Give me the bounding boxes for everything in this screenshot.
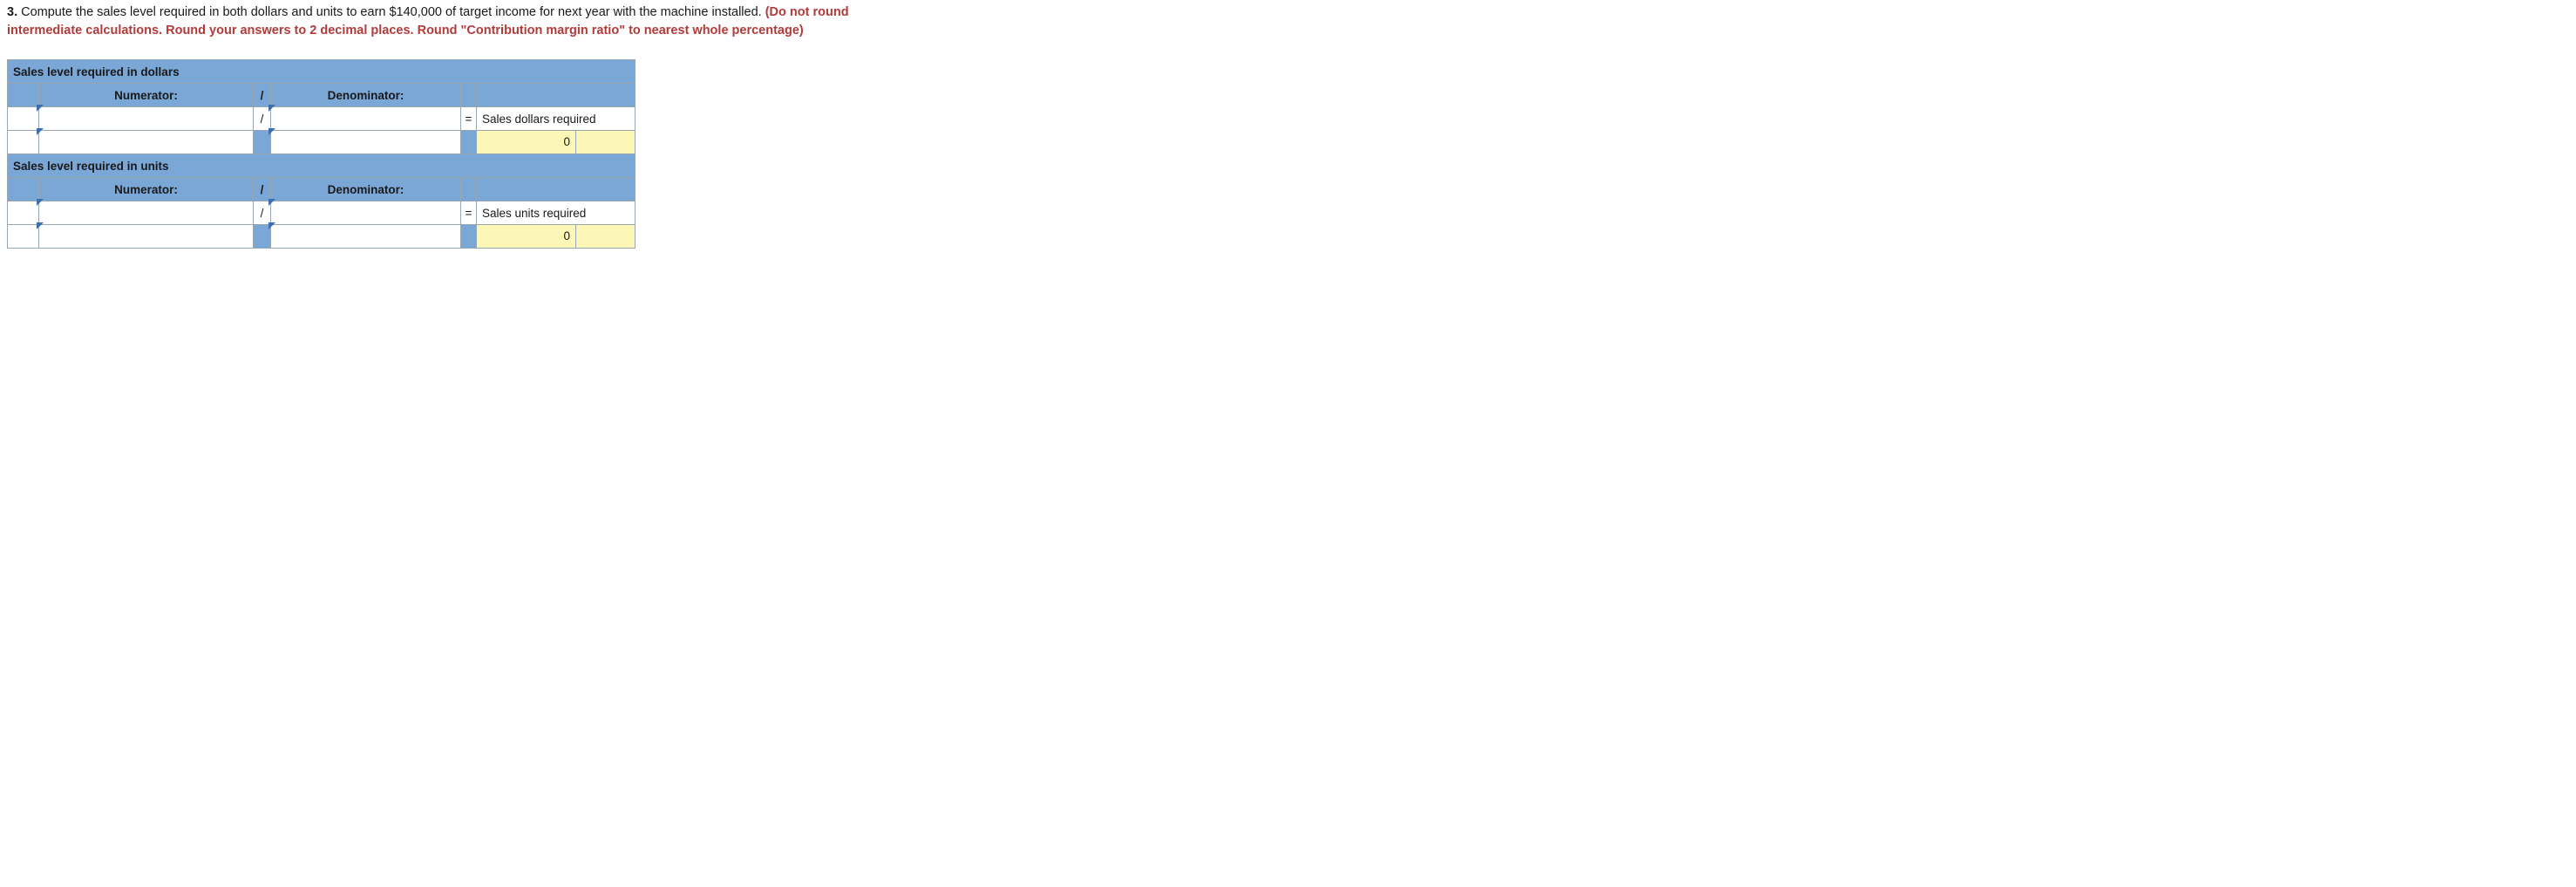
cell-blank — [461, 84, 477, 107]
cell-blank — [8, 225, 39, 249]
dropdown-icon — [268, 105, 275, 112]
section-dollars-title: Sales level required in dollars — [8, 60, 636, 84]
page-container: 3. Compute the sales level required in b… — [0, 0, 2576, 259]
equals-cell: = — [461, 107, 477, 131]
numerator-value-units[interactable] — [39, 225, 254, 249]
cell-blank — [8, 107, 39, 131]
zero-text: 0 — [477, 225, 576, 248]
cell-blank — [8, 201, 39, 225]
dropdown-icon — [268, 222, 275, 229]
result-dollars-value: 0 — [477, 131, 636, 154]
question-prompt: 3. Compute the sales level required in b… — [7, 3, 879, 40]
dropdown-icon — [268, 199, 275, 206]
header-slash: / — [254, 178, 271, 201]
denominator-dropdown-dollars[interactable] — [271, 107, 461, 131]
table-row: / = Sales units required — [8, 201, 636, 225]
question-main-text: Compute the sales level required in both… — [17, 5, 765, 19]
header-slash: / — [254, 84, 271, 107]
table-row: Sales level required in units — [8, 154, 636, 178]
dropdown-icon — [268, 128, 275, 135]
header-numerator: Numerator: — [39, 84, 254, 107]
section-units-title: Sales level required in units — [8, 154, 636, 178]
result-units-value: 0 — [477, 225, 636, 249]
cell-blank — [8, 178, 39, 201]
table-row: Numerator: / Denominator: — [8, 84, 636, 107]
header-numerator: Numerator: — [39, 178, 254, 201]
header-denominator: Denominator: — [271, 84, 461, 107]
cell-blank — [8, 131, 39, 154]
result-units-label: Sales units required — [477, 201, 636, 225]
table-row: Numerator: / Denominator: — [8, 178, 636, 201]
zero-text: 0 — [477, 131, 576, 154]
cell-blank — [461, 178, 477, 201]
worksheet-table: Sales level required in dollars Numerato… — [7, 59, 636, 249]
question-number: 3. — [7, 5, 17, 19]
cell-blank — [461, 225, 477, 249]
cell-blank — [477, 178, 636, 201]
dropdown-icon — [37, 222, 44, 229]
numerator-value-dollars[interactable] — [39, 131, 254, 154]
cell-blank — [461, 131, 477, 154]
dropdown-icon — [37, 199, 44, 206]
dropdown-icon — [37, 128, 44, 135]
table-row: 0 — [8, 131, 636, 154]
numerator-dropdown-dollars[interactable] — [39, 107, 254, 131]
table-row: 0 — [8, 225, 636, 249]
table-row: / = Sales dollars required — [8, 107, 636, 131]
result-dollars-label: Sales dollars required — [477, 107, 636, 131]
table-row: Sales level required in dollars — [8, 60, 636, 84]
cell-blank — [477, 84, 636, 107]
header-denominator: Denominator: — [271, 178, 461, 201]
denominator-value-dollars[interactable] — [271, 131, 461, 154]
denominator-dropdown-units[interactable] — [271, 201, 461, 225]
equals-cell: = — [461, 201, 477, 225]
numerator-dropdown-units[interactable] — [39, 201, 254, 225]
denominator-value-units[interactable] — [271, 225, 461, 249]
dropdown-icon — [37, 105, 44, 112]
cell-blank — [8, 84, 39, 107]
